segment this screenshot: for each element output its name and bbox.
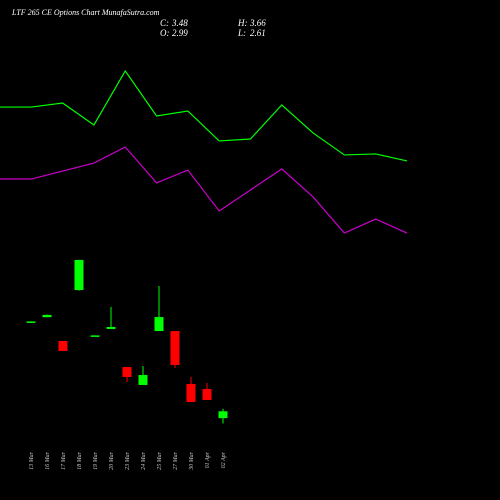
x-tick-label: 02 Apr — [221, 451, 227, 468]
candle-body — [154, 317, 164, 332]
candle-body — [170, 331, 180, 365]
candle-body — [74, 259, 84, 291]
candle-body — [122, 367, 132, 377]
x-tick-label: 27 Mar — [173, 451, 179, 469]
x-tick-label: 16 Mar — [45, 451, 51, 469]
candle-body — [218, 411, 228, 419]
chart-title: LTF 265 CE Options Chart MunafaSutra.com — [11, 8, 160, 17]
candle-body — [138, 375, 148, 385]
indicator-line — [0, 69, 408, 162]
candle-body — [106, 327, 116, 329]
x-tick-label: 19 Mar — [93, 451, 99, 469]
candle-body — [186, 383, 196, 403]
candle-body — [58, 341, 68, 351]
x-tick-label: 25 Mar — [157, 451, 163, 469]
x-tick-label: 17 Mar — [61, 451, 67, 469]
x-tick-label: 20 Mar — [109, 451, 115, 469]
x-tick-label: 01 Apr — [205, 451, 211, 468]
low-label: L: — [237, 28, 246, 38]
x-tick-label: 24 Mar — [140, 451, 147, 469]
high-value: 3.66 — [249, 18, 266, 28]
open-label: O: — [160, 28, 170, 38]
close-value: 3.48 — [171, 18, 188, 28]
close-label: C: — [160, 18, 169, 28]
candle-body — [26, 321, 36, 323]
high-label: H: — [237, 18, 248, 28]
candle-body — [202, 389, 212, 400]
x-tick-label: 13 Mar — [29, 451, 35, 469]
x-tick-label: 23 Mar — [125, 451, 131, 469]
indicator-line — [0, 146, 408, 234]
x-tick-label: 18 Mar — [77, 451, 83, 469]
x-tick-label: 30 Mar — [189, 451, 195, 470]
candle-body — [42, 314, 52, 318]
open-value: 2.99 — [172, 28, 188, 38]
candle-body — [90, 335, 100, 337]
low-value: 2.61 — [250, 28, 266, 38]
